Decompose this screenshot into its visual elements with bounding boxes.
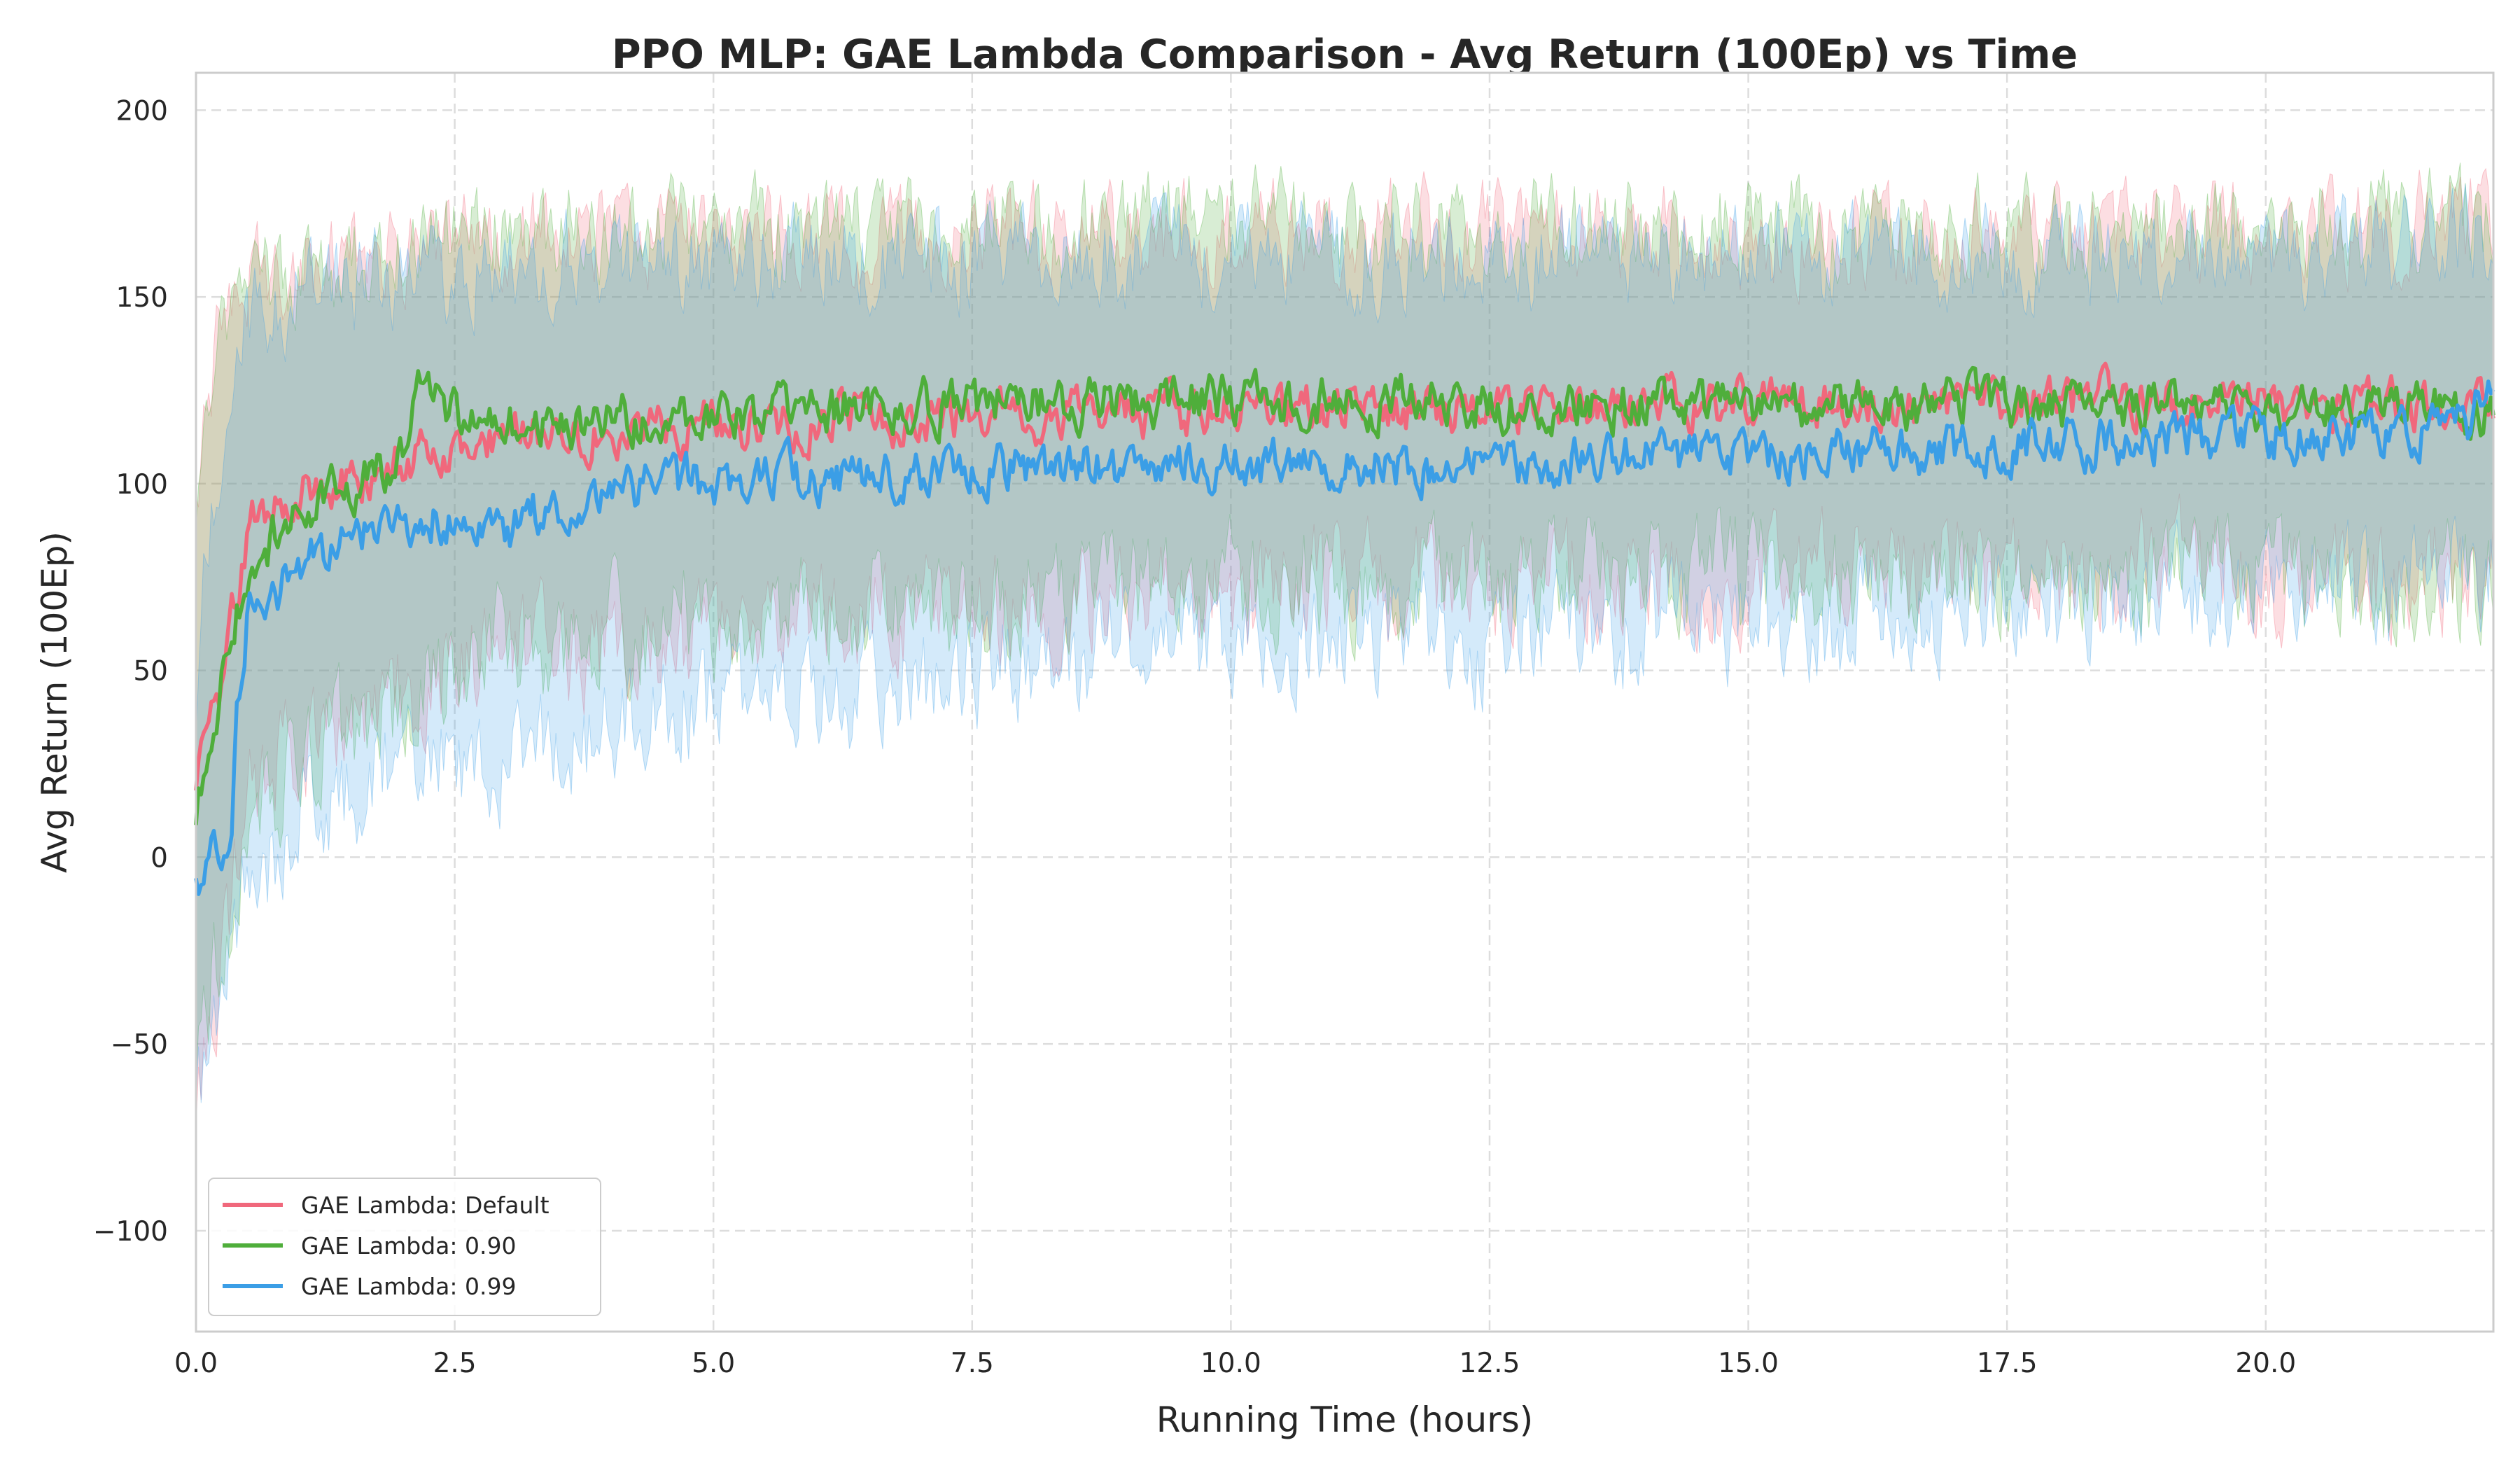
plot-area	[196, 73, 2493, 1332]
x-tick-label: 20.0	[2235, 1348, 2296, 1379]
x-tick-label: 15.0	[1718, 1348, 1779, 1379]
legend-items: GAE Lambda: Default GAE Lambda: 0.90 GAE L…	[223, 1192, 550, 1300]
x-tick-label: 7.5	[951, 1348, 994, 1379]
y-axis-label: Avg Return (100Ep)	[34, 531, 75, 873]
y-tick-label: 0	[150, 842, 168, 874]
y-tick-label: −50	[111, 1029, 168, 1061]
y-tick-label: 50	[133, 656, 168, 687]
legend: GAE Lambda: Default GAE Lambda: 0.90 GAE L…	[208, 1178, 601, 1316]
x-axis-ticks: 0.0 2.5 5.0 7.5 10.0 12.5 15.0 17.5 20.0	[174, 1348, 2296, 1379]
x-tick-label: 10.0	[1200, 1348, 1261, 1379]
x-tick-label: 2.5	[433, 1348, 477, 1379]
legend-label: GAE Lambda: 0.90	[301, 1232, 516, 1259]
y-tick-label: 200	[116, 95, 168, 127]
x-axis-label: Running Time (hours)	[1156, 1399, 1534, 1440]
series-line	[194, 365, 2496, 825]
x-tick-label: 12.5	[1460, 1348, 1520, 1379]
x-tick-label: 0.0	[174, 1348, 218, 1379]
y-tick-label: −100	[93, 1216, 168, 1248]
y-tick-label: 150	[116, 282, 168, 314]
y-tick-label: 100	[116, 469, 168, 501]
series-lines	[194, 361, 2496, 896]
legend-box	[208, 1178, 601, 1316]
grid-lines	[195, 73, 2493, 1332]
x-tick-label: 17.5	[1977, 1348, 2038, 1379]
plot-frame	[195, 71, 2495, 1333]
y-axis-ticks: −100 −50 0 50 100 150 200	[93, 95, 168, 1248]
series-line	[194, 379, 2496, 896]
x-tick-label: 5.0	[692, 1348, 735, 1379]
legend-label: GAE Lambda: Default	[301, 1192, 550, 1219]
chart-title: PPO MLP: GAE Lambda Comparison - Avg Ret…	[612, 32, 2078, 78]
legend-label: GAE Lambda: 0.99	[301, 1273, 516, 1300]
